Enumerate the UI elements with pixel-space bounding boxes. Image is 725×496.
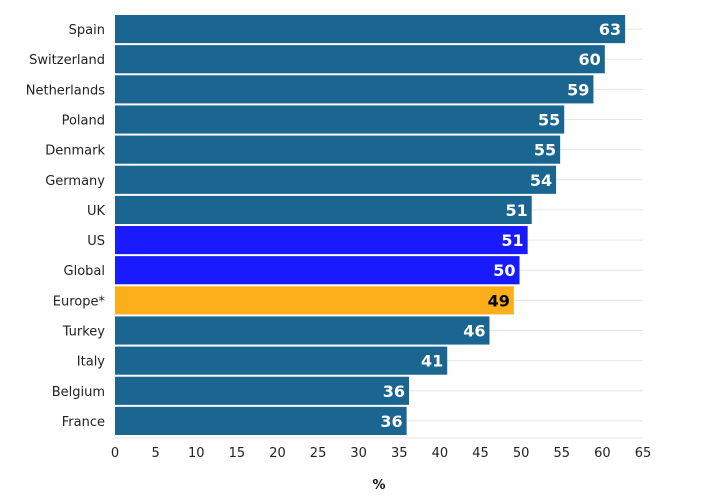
category-labels: Spain Switzerland Netherlands Poland Denmark… (26, 23, 106, 430)
bars (115, 15, 626, 435)
category-label: Spain (69, 23, 105, 38)
bar-netherlands (115, 75, 594, 104)
value-label: 36 (380, 412, 402, 431)
value-label: 60 (579, 50, 601, 69)
x-tick-label: 65 (635, 446, 652, 461)
category-label: Belgium (52, 385, 105, 400)
x-axis-ticks: 0 5 10 15 20 25 30 35 40 45 50 55 60 65 (111, 446, 651, 461)
bar-uk (115, 195, 532, 224)
bar-global (115, 256, 520, 285)
bar-switzerland (115, 45, 605, 74)
value-label: 51 (505, 201, 527, 220)
bar-germany (115, 165, 557, 194)
x-tick-label: 15 (229, 446, 246, 461)
x-tick-label: 60 (594, 446, 611, 461)
value-label: 50 (493, 261, 515, 280)
value-label: 36 (383, 382, 405, 401)
bar-belgium (115, 376, 410, 405)
category-label: Italy (77, 355, 106, 370)
bar-europe (115, 286, 514, 315)
x-tick-label: 5 (151, 446, 159, 461)
bar-italy (115, 346, 448, 375)
category-label: UK (87, 204, 106, 219)
category-label: Global (64, 264, 105, 279)
x-tick-label: 30 (350, 446, 367, 461)
bar-turkey (115, 316, 490, 345)
bar-denmark (115, 135, 561, 164)
value-label: 59 (567, 80, 589, 99)
x-tick-label: 45 (472, 446, 489, 461)
x-tick-label: 25 (310, 446, 327, 461)
category-label: Europe* (53, 294, 106, 309)
category-label: Turkey (62, 325, 106, 340)
x-tick-label: 55 (553, 446, 570, 461)
value-label: 51 (501, 231, 523, 250)
bar-france (115, 406, 407, 435)
bar-us (115, 226, 528, 255)
category-label: Switzerland (29, 53, 105, 68)
category-label: Denmark (45, 144, 105, 159)
value-label: 49 (488, 291, 510, 310)
x-axis-label: % (372, 478, 385, 493)
x-tick-label: 0 (111, 446, 119, 461)
value-label: 55 (534, 141, 556, 160)
value-label: 55 (538, 111, 560, 130)
x-tick-label: 10 (188, 446, 205, 461)
bar-spain (115, 15, 626, 44)
value-label: 54 (530, 171, 552, 190)
x-tick-label: 35 (391, 446, 408, 461)
category-label: Germany (45, 174, 105, 189)
x-tick-label: 50 (513, 446, 530, 461)
x-tick-label: 20 (269, 446, 286, 461)
category-label: France (62, 415, 105, 430)
category-label: Poland (62, 114, 105, 129)
category-label: Netherlands (26, 83, 105, 98)
x-tick-label: 40 (432, 446, 449, 461)
value-label: 46 (463, 322, 485, 341)
bar-poland (115, 105, 565, 134)
value-label: 63 (599, 20, 621, 39)
category-label: US (87, 234, 105, 249)
value-label: 41 (421, 352, 443, 371)
